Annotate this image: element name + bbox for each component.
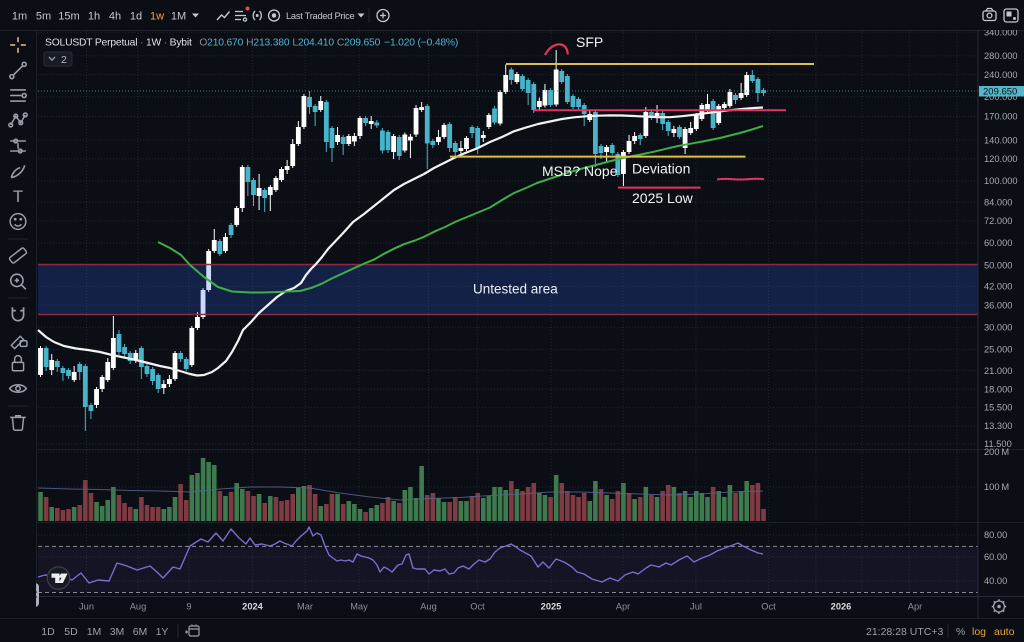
svg-text:60.000: 60.000 <box>984 238 1012 248</box>
svg-text:50.000: 50.000 <box>984 260 1012 270</box>
svg-text:21:28:28 UTC+3: 21:28:28 UTC+3 <box>866 626 944 638</box>
svg-text:200 M: 200 M <box>984 447 1009 457</box>
svg-text:72.000: 72.000 <box>984 216 1012 226</box>
svg-text:T: T <box>13 187 23 206</box>
svg-text:1Y: 1Y <box>156 626 169 638</box>
svg-text:Aug: Aug <box>420 602 437 612</box>
svg-text:SFP: SFP <box>576 34 603 50</box>
svg-text:11.500: 11.500 <box>984 439 1012 449</box>
svg-text:Aug: Aug <box>130 602 147 612</box>
svg-text:Oct: Oct <box>470 602 485 612</box>
svg-text:2025: 2025 <box>541 602 562 612</box>
svg-text:log: log <box>972 626 986 638</box>
svg-text:15m: 15m <box>58 11 79 23</box>
svg-text:MSB? Nope: MSB? Nope <box>542 163 618 179</box>
svg-text:2025 Low: 2025 Low <box>632 190 694 206</box>
svg-text:2026: 2026 <box>831 602 852 612</box>
svg-text:Deviation: Deviation <box>632 161 690 177</box>
svg-text:auto: auto <box>994 626 1015 638</box>
svg-text:1m: 1m <box>12 11 27 23</box>
svg-text:1M: 1M <box>171 11 186 23</box>
svg-text:25.000: 25.000 <box>984 345 1012 355</box>
svg-text:9: 9 <box>186 602 191 612</box>
svg-text:Last Traded Price: Last Traded Price <box>286 10 354 21</box>
svg-text:Untested area: Untested area <box>473 282 558 297</box>
svg-text:240.000: 240.000 <box>984 70 1018 80</box>
svg-text:Oct: Oct <box>761 602 776 612</box>
svg-text:209.650: 209.650 <box>983 87 1017 98</box>
svg-text:4h: 4h <box>109 11 121 23</box>
svg-text:200.000: 200.000 <box>984 92 1018 102</box>
svg-text:May: May <box>350 602 368 612</box>
svg-text:84.000: 84.000 <box>984 197 1012 207</box>
svg-text:21.000: 21.000 <box>984 366 1012 376</box>
svg-text:SOLUSDT Perpetual · 1W · Bybit: SOLUSDT Perpetual · 1W · Bybit O210.670 H… <box>45 38 458 49</box>
svg-text:80.00: 80.00 <box>984 530 1007 540</box>
svg-text:36.000: 36.000 <box>984 300 1012 310</box>
svg-text:42.000: 42.000 <box>984 282 1012 292</box>
svg-text:1w: 1w <box>150 11 164 23</box>
svg-text:15.500: 15.500 <box>984 403 1012 413</box>
svg-text:140.000: 140.000 <box>984 135 1018 145</box>
svg-text:Jul: Jul <box>690 602 702 612</box>
svg-text:30.000: 30.000 <box>984 322 1012 332</box>
svg-text:3M: 3M <box>110 626 125 638</box>
svg-text:18.000: 18.000 <box>984 385 1012 395</box>
svg-text:Mar: Mar <box>297 602 313 612</box>
svg-text:6M: 6M <box>133 626 148 638</box>
svg-text:170.000: 170.000 <box>984 112 1018 122</box>
svg-text:120.000: 120.000 <box>984 154 1018 164</box>
svg-text:100.000: 100.000 <box>984 176 1018 186</box>
svg-text:1M: 1M <box>87 626 102 638</box>
svg-text:Apr: Apr <box>616 602 630 612</box>
svg-text:1h: 1h <box>88 11 100 23</box>
svg-text:5m: 5m <box>36 11 51 23</box>
svg-text:2: 2 <box>61 54 67 66</box>
svg-text:280.000: 280.000 <box>984 51 1018 61</box>
svg-text:100 M: 100 M <box>984 482 1009 492</box>
svg-text:5D: 5D <box>64 626 78 638</box>
svg-text:40.00: 40.00 <box>984 576 1007 586</box>
svg-text:1d: 1d <box>130 11 142 23</box>
svg-text:%: % <box>956 626 965 638</box>
svg-text:Apr: Apr <box>908 602 922 612</box>
svg-text:2024: 2024 <box>242 602 264 612</box>
svg-text:13.300: 13.300 <box>984 421 1012 431</box>
svg-text:1D: 1D <box>41 626 55 638</box>
svg-text:60.00: 60.00 <box>984 552 1007 562</box>
svg-text:340.000: 340.000 <box>984 30 1018 38</box>
svg-text:Jun: Jun <box>79 602 94 612</box>
